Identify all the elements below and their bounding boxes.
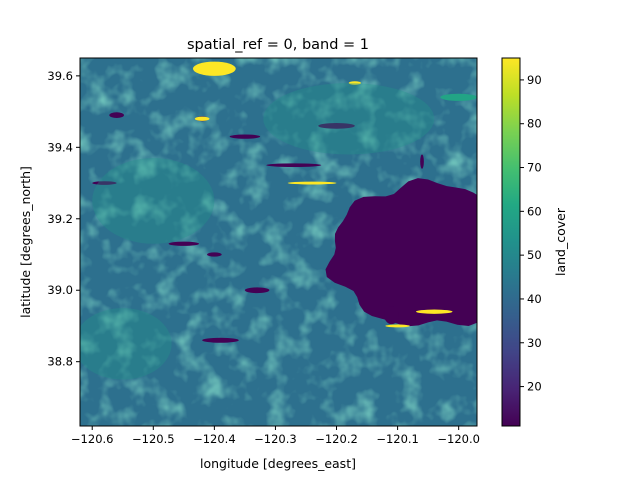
x-axis-label: longitude [degrees_east] [200,456,356,471]
raster-feature-lake [229,134,261,139]
raster-feature-patch [348,81,361,85]
y-tick-label: 39.2 [47,212,73,226]
x-tick-label: −120.4 [193,432,236,446]
y-tick-label: 39.4 [47,140,73,154]
plot-frame [79,57,478,427]
colorbar-tick-label: 20 [527,380,542,394]
raster-feature-lake [109,112,124,119]
colorbar-tick-label: 50 [527,248,542,262]
raster-feature-lake [92,181,117,185]
colorbar-tick-label: 60 [527,204,542,218]
raster-feature-lake [266,163,322,167]
colorbar [501,57,521,427]
raster-feature-patch [194,116,210,121]
raster-feature-lake [207,252,222,257]
raster-feature-lake [318,123,355,129]
x-tick-label: −120.1 [376,432,419,446]
colorbar-tick-label: 30 [527,336,542,350]
raster-feature-patch [287,181,337,185]
raster-feature-lake [168,241,200,246]
raster-feature-lake [202,337,239,343]
raster-feature-patch [385,324,410,328]
x-axis: −120.6 −120.5 −120.4 −120.3 −120.2 −120.1 −120… [71,426,480,446]
raster-feature-region [92,158,215,244]
x-tick-label: −120.5 [132,432,175,446]
raster-feature-lake [384,306,399,325]
colorbar-tick-label: 40 [527,292,542,306]
raster-feature-region [80,308,172,380]
x-tick-label: −120.6 [71,432,114,446]
plot-area [80,58,477,426]
raster-feature-patch [415,309,453,314]
raster-feature-lake [244,287,270,294]
raster-feature-lake [325,178,477,327]
raster-feature-region [263,83,435,155]
chart-title: spatial_ref = 0, band = 1 [187,37,369,53]
colorbar-tick-label: 90 [527,73,542,87]
raster-feature-patch [440,93,477,101]
raster-feature-patch [192,61,236,76]
y-axis: 38.8 39.0 39.2 39.4 39.6 [47,69,80,369]
y-tick-label: 39.6 [47,69,73,83]
colorbar-label: land_cover [553,207,568,276]
y-tick-label: 38.8 [47,355,73,369]
colorbar-axis: 20 30 40 50 60 70 80 90 [520,73,542,394]
colorbar-tick-label: 80 [527,117,542,131]
colorbar-tick-label: 70 [527,161,542,175]
y-axis-label: latitude [degrees_north] [18,166,33,318]
x-tick-label: −120.0 [437,432,480,446]
x-tick-label: −120.3 [254,432,297,446]
x-tick-label: −120.2 [315,432,358,446]
y-tick-label: 39.0 [47,283,73,297]
raster-feature-lake [420,154,424,169]
